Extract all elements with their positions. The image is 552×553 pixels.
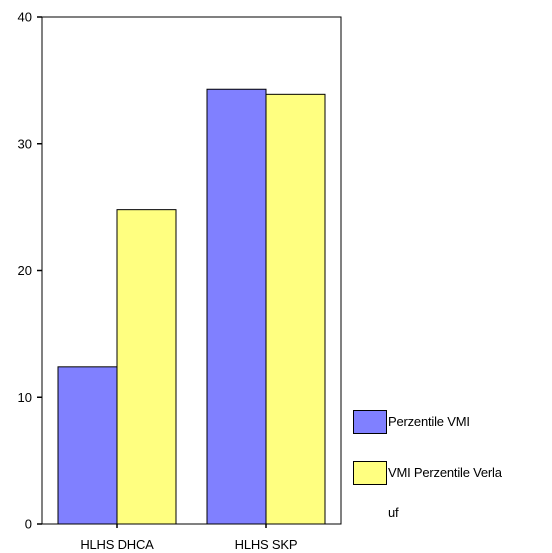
legend-swatch-perzentile-vmi <box>353 410 387 434</box>
legend-item-perzentile-vmi: Perzentile VMI <box>353 410 548 434</box>
bar-2-2 <box>265 93 326 525</box>
legend-label-perzentile-vmi: Perzentile VMI <box>388 414 470 429</box>
bar-1-2 <box>206 88 267 525</box>
y-tick-label-10: 10 <box>18 390 32 405</box>
y-tick-label-30: 30 <box>18 136 32 151</box>
y-tick-label-40: 40 <box>18 10 32 25</box>
x-tick-label-2: HLHS SKP <box>235 537 298 552</box>
bar-1-1 <box>57 366 118 525</box>
legend: Perzentile VMI VMI Perzentile Verla uf <box>353 410 548 520</box>
legend-label-continuation: uf <box>388 505 399 520</box>
y-tick-label-20: 20 <box>18 263 32 278</box>
y-tick-label-0: 0 <box>25 517 32 532</box>
bar-2-1 <box>116 209 177 525</box>
legend-label-vmi-perzentile-verlauf: VMI Perzentile Verla <box>388 465 502 480</box>
legend-swatch-vmi-perzentile-verlauf <box>353 461 387 485</box>
x-tick-label-1: HLHS DHCA <box>80 537 154 552</box>
legend-item-vmi-perzentile-verlauf: VMI Perzentile Verla uf <box>353 461 548 520</box>
